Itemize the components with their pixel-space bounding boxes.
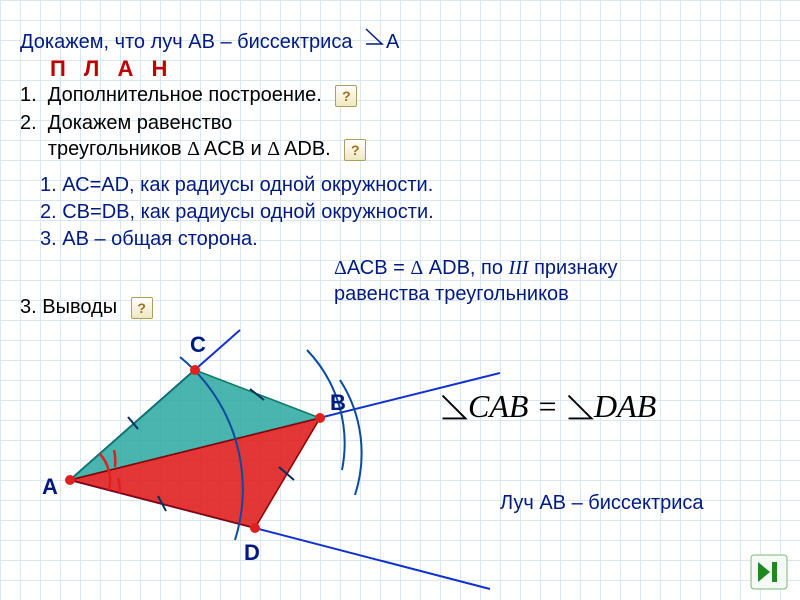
step2-tri1: ACB bbox=[204, 138, 245, 160]
sub-item-2: 2. СВ=DB, как радиусы одной окружности. bbox=[40, 199, 434, 226]
sub-proof-list: 1. АС=АD, как радиусы одной окружности. … bbox=[40, 172, 434, 253]
proof-title: Докажем, что луч АВ – биссектриса А bbox=[20, 28, 399, 54]
step-2: 2. Докажем равенство треугольников Δ ACB… bbox=[20, 110, 366, 162]
sub-item-3: 3. АВ – общая сторона. bbox=[40, 226, 434, 253]
step1-text: Дополнительное построение. bbox=[48, 84, 322, 106]
angle-icon bbox=[364, 26, 386, 52]
sub-item-1: 1. АС=АD, как радиусы одной окружности. bbox=[40, 172, 434, 199]
step2a: Докажем равенство bbox=[48, 112, 233, 134]
formula-eq: = bbox=[528, 388, 566, 424]
next-button[interactable] bbox=[750, 554, 788, 590]
conc-pre: АСВ = bbox=[347, 257, 410, 279]
label-d: D bbox=[244, 540, 260, 565]
point-d bbox=[250, 523, 260, 533]
conc-tail: признаку bbox=[529, 257, 618, 279]
formula-rhs: DAB bbox=[594, 388, 656, 424]
label-c: С bbox=[190, 332, 206, 357]
hint-button-1[interactable]: ? bbox=[335, 85, 357, 107]
play-forward-icon bbox=[750, 554, 788, 590]
step-1: 1. Дополнительное построение. ? bbox=[20, 84, 357, 107]
angle-letter: А bbox=[386, 31, 399, 53]
ray-conclusion: Луч АВ – биссектриса bbox=[500, 492, 704, 515]
step2-tri2: ADB. bbox=[284, 138, 331, 160]
label-b: В bbox=[330, 390, 346, 415]
step2-and: и bbox=[245, 138, 267, 160]
conc-post: АDB, по bbox=[423, 257, 508, 279]
point-b bbox=[315, 413, 325, 423]
step2b: треугольников bbox=[48, 138, 187, 160]
label-a: А bbox=[42, 474, 58, 499]
roman-numeral: III bbox=[509, 257, 529, 279]
plan-heading: П Л А Н bbox=[50, 56, 173, 82]
title-text: Докажем, что луч АВ – биссектриса bbox=[20, 31, 352, 53]
congruence-conclusion: ΔАСВ = Δ АDB, по III признаку равенства … bbox=[334, 255, 618, 307]
bisector-diagram: А С В D bbox=[20, 310, 500, 590]
hint-button-2[interactable]: ? bbox=[344, 139, 366, 161]
point-a bbox=[65, 475, 75, 485]
point-c bbox=[190, 365, 200, 375]
conc-l2: равенства треугольников bbox=[334, 283, 569, 305]
angle-arc-top-icon bbox=[114, 450, 115, 467]
